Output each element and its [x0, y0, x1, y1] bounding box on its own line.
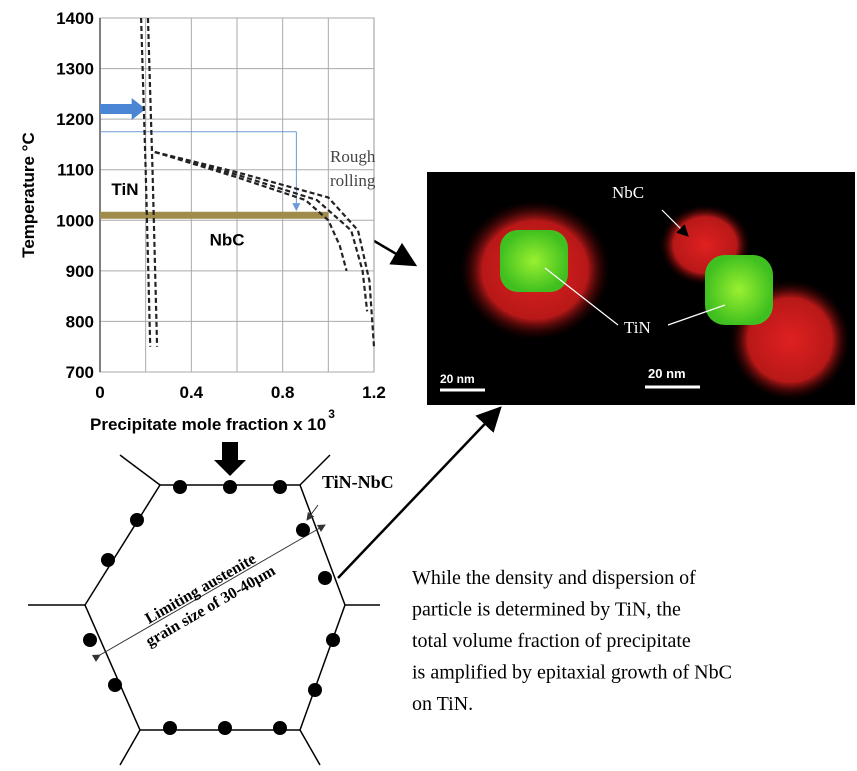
- phase-boundary: [140, 17, 152, 347]
- phase-boundary: [154, 150, 348, 272]
- caption-line: particle is determined by TiN, the: [412, 599, 681, 621]
- y-tick-label: 1300: [56, 60, 94, 79]
- phase-boundary: [146, 17, 159, 347]
- phase-boundary: [154, 150, 376, 347]
- x-tick-label: 0.8: [271, 383, 295, 402]
- caption-line: is amplified by epitaxial growth of NbC: [412, 662, 732, 684]
- grain-diagram: [28, 454, 380, 766]
- caption-line: While the density and dispersion of: [412, 567, 696, 589]
- phase-label: TiN: [111, 180, 138, 199]
- y-tick-label: 1200: [56, 110, 94, 129]
- down-arrow: [214, 442, 246, 476]
- x-tick-label: 0.4: [180, 383, 204, 402]
- micrograph-label: NbC: [612, 183, 644, 202]
- micrograph-label: TiN: [624, 318, 651, 337]
- particle-label: TiN-NbC: [322, 472, 394, 492]
- y-tick-label: 800: [66, 312, 94, 331]
- y-tick-label: 1400: [56, 9, 94, 28]
- scale-bar-label: 20 nm: [648, 366, 686, 381]
- x-tick-label: 1.2: [362, 383, 386, 402]
- y-tick-label: 700: [66, 363, 94, 382]
- phase-label: NbC: [210, 231, 245, 250]
- micrograph: NbC TiN 20 nm 20 nm: [427, 172, 855, 405]
- connector-arrow: [337, 406, 502, 579]
- particles: [83, 480, 340, 735]
- caption-line: total volume fraction of precipitate: [412, 630, 691, 652]
- caption: While the density and dispersion of parti…: [412, 567, 732, 715]
- x-axis-label-exponent: 3: [328, 407, 335, 421]
- rough-rolling-label: rolling: [330, 171, 376, 190]
- x-axis-label: Precipitate mole fraction x 10: [90, 415, 326, 434]
- y-tick-label: 900: [66, 262, 94, 281]
- x-tick-label: 0: [95, 383, 104, 402]
- scale-bar-label: 20 nm: [440, 372, 475, 386]
- caption-line: on TiN.: [412, 693, 473, 715]
- reheat-arrow: [100, 98, 146, 121]
- y-tick-label: 1100: [57, 161, 94, 180]
- y-tick-label: 1000: [56, 211, 94, 230]
- chart: 700 800 900 1000 1100 1200 1300 1400 0 0.4 0.8 1.2 P…: [19, 9, 386, 434]
- rough-rolling-label: Rough: [330, 147, 376, 166]
- y-axis-label: Temperature °C: [19, 132, 38, 258]
